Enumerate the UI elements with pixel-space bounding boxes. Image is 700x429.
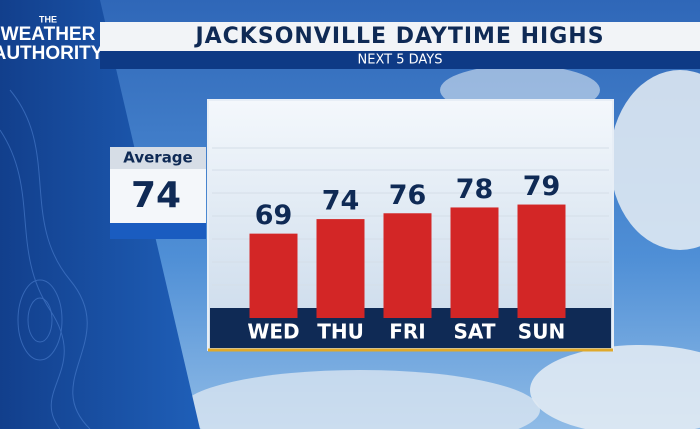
logo-line: AUTHORITY <box>0 43 104 64</box>
bar <box>450 207 499 318</box>
average-value: 74 <box>131 175 181 216</box>
logo: THE WEATHER AUTHORITY <box>0 14 104 64</box>
value-label: 69 <box>255 200 293 231</box>
side-panel <box>0 0 200 429</box>
cloud <box>530 345 700 429</box>
subtitle-bar <box>100 51 700 69</box>
average-foot <box>110 223 206 239</box>
average-header <box>110 147 206 169</box>
average-label: Average <box>123 149 192 167</box>
bar <box>316 219 365 318</box>
value-label: 78 <box>456 174 494 205</box>
logo-line: WEATHER <box>1 24 96 45</box>
value-label: 79 <box>523 171 561 202</box>
bar <box>249 233 298 318</box>
subtitle: NEXT 5 DAYS <box>358 53 443 68</box>
x-tick-label: WED <box>247 320 299 344</box>
logo-line: THE <box>39 14 57 24</box>
average-body <box>110 169 206 223</box>
bar <box>383 213 432 318</box>
average-box: Average 74 <box>110 147 206 239</box>
value-label: 74 <box>322 186 360 217</box>
bar <box>517 204 566 318</box>
x-tick-label: SUN <box>518 320 565 344</box>
x-tick-label: FRI <box>389 320 426 344</box>
cloud <box>610 70 700 250</box>
x-tick-label: SAT <box>454 320 496 344</box>
title: JACKSONVILLE DAYTIME HIGHS <box>193 24 604 49</box>
title-bar <box>100 22 700 51</box>
x-tick-label: THU <box>317 320 364 344</box>
cloud <box>180 370 540 429</box>
value-label: 76 <box>389 180 427 211</box>
contours <box>0 89 91 429</box>
